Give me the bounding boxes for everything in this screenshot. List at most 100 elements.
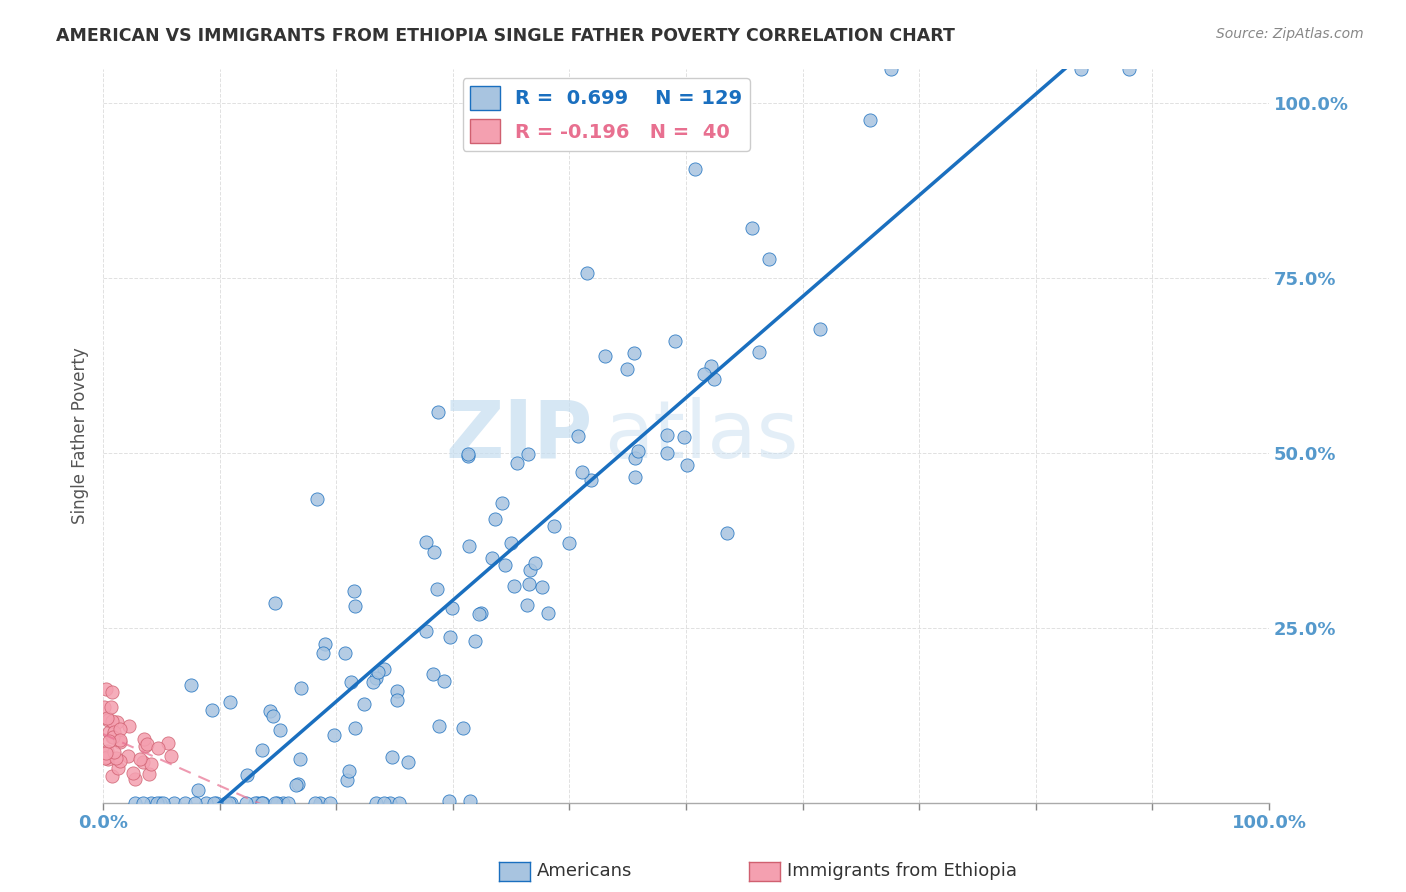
Point [672,430,695,444]
Point [741,221,763,235]
Point [98,734,121,748]
Point [97,751,120,765]
Point [312,646,335,660]
Point [97,725,120,739]
Point [367,665,389,680]
Point [423,545,446,559]
Point [502,579,524,593]
Point [138,766,160,780]
Point [287,777,309,791]
Point [219,796,242,810]
Point [173,796,195,810]
Text: Immigrants from Ethiopia: Immigrants from Ethiopia [787,863,1018,880]
Point [494,558,516,572]
Point [93,700,115,714]
Point [249,796,271,810]
Point [184,796,207,810]
Point [676,458,699,472]
Point [451,721,474,735]
Point [531,580,554,594]
Point [1070,62,1092,76]
Point [337,764,360,778]
Point [758,252,780,266]
Point [148,740,170,755]
Point [426,405,449,419]
Point [145,796,167,810]
Point [117,718,139,732]
Point [117,749,139,764]
Point [107,761,129,775]
Point [96,744,118,758]
Point [388,796,411,810]
Point [132,755,155,769]
Point [657,446,679,460]
Point [343,722,366,736]
Point [103,745,125,759]
Point [506,456,529,470]
Point [139,757,162,772]
Point [366,671,388,685]
Point [523,557,546,571]
Point [716,525,738,540]
Point [499,536,522,550]
Point [246,796,269,810]
Point [141,796,163,810]
Y-axis label: Single Father Poverty: Single Father Poverty [72,347,89,524]
Point [458,794,481,808]
Point [269,723,291,737]
Point [693,367,716,381]
Point [194,796,217,810]
Point [361,675,384,690]
Point [558,535,581,549]
Point [344,599,367,614]
Point [252,796,274,810]
Point [378,796,401,810]
Point [385,693,408,707]
Point [101,730,124,744]
Point [457,447,479,461]
Point [252,796,274,810]
Point [264,796,287,810]
Point [373,662,395,676]
Point [96,713,118,727]
Point [131,796,153,810]
Point [218,796,240,810]
Point [236,768,259,782]
Point [703,372,725,386]
Point [519,563,541,577]
Point [517,577,540,591]
Point [616,362,638,376]
Point [1118,62,1140,76]
Point [655,428,678,442]
Point [859,112,882,127]
Point [101,684,124,698]
Point [364,796,387,810]
Point [219,696,242,710]
Point [288,752,311,766]
Point [880,62,903,76]
Point [343,583,366,598]
Point [94,681,117,696]
Point [277,796,299,810]
Point [575,266,598,280]
Point [385,684,408,698]
Point [105,751,128,765]
Point [808,322,831,336]
Point [464,634,486,648]
Point [101,714,124,728]
Point [339,674,361,689]
Point [134,739,156,754]
Point [623,451,645,466]
Point [136,737,159,751]
Point [215,796,238,810]
Point [396,756,419,770]
Point [433,673,456,688]
Point [132,731,155,746]
Point [200,703,222,717]
Point [470,606,492,620]
Point [537,606,560,620]
Point [623,346,645,360]
Point [96,746,118,760]
Point [110,755,132,769]
Text: ZIP: ZIP [446,397,593,475]
